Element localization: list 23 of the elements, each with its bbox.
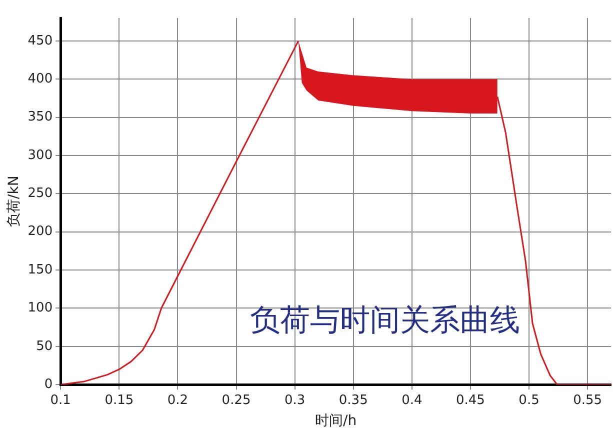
x-tick-label: 0.4 [402, 392, 422, 408]
y-tick-label: 150 [28, 262, 53, 278]
y-tick-label: 50 [36, 338, 53, 354]
y-axis-title: 负荷/kN [6, 176, 22, 227]
x-tick-label: 0.1 [50, 392, 71, 408]
y-tick-label: 350 [28, 110, 53, 125]
y-tick-label: 250 [28, 186, 53, 202]
x-tick-label: 0.35 [338, 392, 368, 408]
x-tick-label: 0.3 [284, 392, 306, 408]
x-tick-label: 0.2 [167, 392, 188, 408]
y-tick-label: 400 [28, 71, 53, 86]
y-tick-label: 300 [28, 148, 53, 163]
x-tick-label: 0.15 [104, 392, 134, 408]
y-tick-label: 0 [44, 376, 53, 392]
text: 负荷与时间关系曲线 [250, 303, 520, 339]
x-tick-label: 0.45 [456, 392, 485, 408]
x-tick-label: 0.5 [518, 392, 540, 408]
x-tick-label: 0.55 [573, 392, 602, 408]
x-tick-label: 0.25 [222, 392, 251, 408]
y-tick-label: 200 [28, 224, 53, 240]
y-tick-label: 100 [28, 300, 53, 316]
y-tick-label: 450 [28, 33, 53, 48]
x-axis-title: 时间/h [315, 413, 357, 430]
